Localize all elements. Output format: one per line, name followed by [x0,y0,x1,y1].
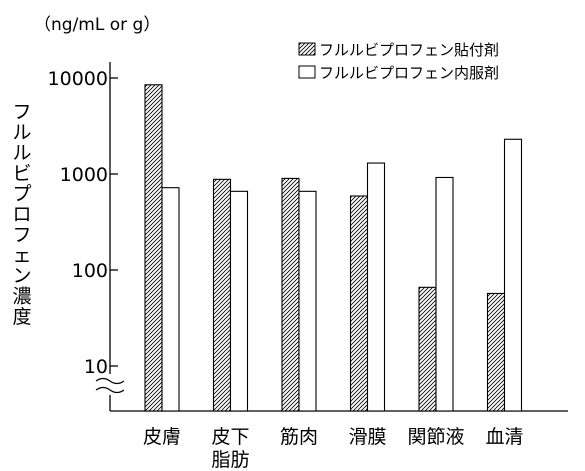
y-axis-label-char: ェ [12,245,31,267]
y-axis-label-char: ル [12,142,31,164]
y-axis-label-char: ロ [12,204,31,226]
y-tick-label: 100 [72,260,108,282]
bar-patch [144,84,163,412]
category-label: 皮膚 [143,426,181,448]
bar-oral [229,190,249,412]
axis-break-mark [95,377,125,385]
legend-label: フルルビプロフェン貼付剤 [319,41,499,59]
bar-patch [281,177,300,412]
bar-patch [486,292,506,412]
y-tick-label: 10 [84,356,108,378]
category-label: 筋肉 [280,426,318,448]
category-label: 血清 [485,426,523,448]
bar-patch [418,286,437,412]
bar-patch [349,195,369,412]
y-axis-label-char: ビ [12,163,31,185]
bar-oral [503,138,523,412]
y-axis-label-char: 度 [12,306,31,328]
category-label: 滑膜 [348,426,386,448]
unit-label: （ng/mL or g） [34,15,160,35]
legend-label: フルルビプロフェン内服剤 [319,64,499,82]
y-axis-label-char: 濃 [12,286,31,308]
y-tick-label: 1000 [60,164,108,186]
axis-break-mark [95,386,125,394]
y-axis-label-char: フ [12,101,31,123]
y-ticks: 10 100 1000 10000 [48,68,118,378]
category-label: 皮下 [211,426,249,448]
legend-swatch-patch [298,42,316,56]
y-tick-label: 10000 [48,68,108,90]
bar-oral [435,176,454,412]
bar-oral [298,190,317,412]
category-label: 脂肪 [211,449,249,471]
category-label: 関節液 [407,426,464,448]
y-axis-label-char: フ [12,224,31,246]
bar-oral [366,162,386,412]
bar-oral [161,187,180,412]
bar-patch [212,178,232,412]
y-axis-label-char: ン [12,265,31,287]
y-axis-label-char: プ [12,183,31,205]
bars [144,84,523,412]
y-axis-label-char: ル [12,122,31,144]
legend-swatch-oral [298,65,316,79]
